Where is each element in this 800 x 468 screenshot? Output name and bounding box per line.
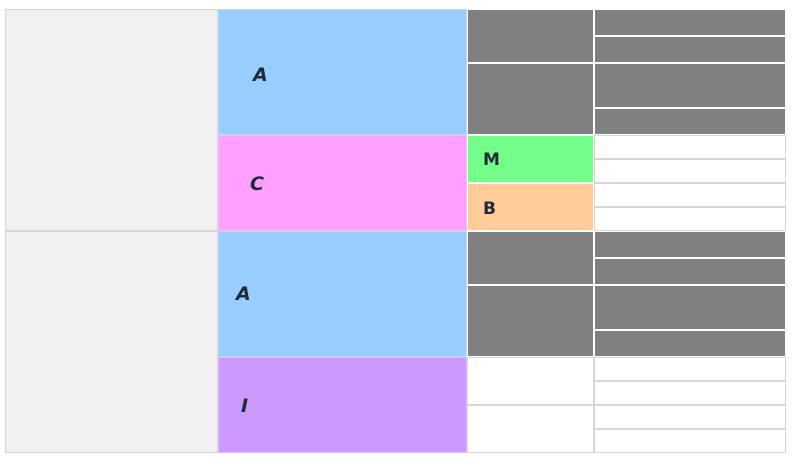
dark-row-3 (594, 63, 786, 108)
white-row-2 (594, 159, 786, 183)
dark-row-1 (594, 9, 786, 36)
block-b-label: B (483, 199, 496, 219)
block-m: M (467, 135, 594, 183)
block-m-label: M (483, 150, 500, 170)
white-row-6 (594, 381, 786, 405)
block-i: I (218, 357, 467, 453)
white-cell-1 (467, 357, 594, 405)
left-block-top (5, 9, 218, 231)
white-cell-2 (467, 405, 594, 453)
white-row-3 (594, 183, 786, 207)
white-row-7 (594, 405, 786, 429)
block-i-label: I (241, 395, 249, 417)
dark-row-4 (594, 108, 786, 135)
dark-cell-2 (467, 63, 594, 135)
block-a-bottom: A (218, 231, 467, 357)
block-a-bottom-label: A (236, 283, 251, 305)
dark-cell-3 (467, 231, 594, 285)
block-b: B (467, 183, 594, 231)
dark-row-2 (594, 36, 786, 63)
block-a-top: A (218, 9, 467, 135)
dark-row-7 (594, 285, 786, 330)
dark-row-6 (594, 258, 786, 285)
dark-row-8 (594, 330, 786, 357)
dark-cell-1 (467, 9, 594, 63)
left-block-bottom (5, 231, 218, 453)
white-row-5 (594, 357, 786, 381)
block-c: C (218, 135, 467, 231)
block-c-label: C (250, 173, 264, 195)
dark-cell-4 (467, 285, 594, 357)
dark-row-5 (594, 231, 786, 258)
block-a-top-label: A (253, 64, 268, 86)
white-row-4 (594, 207, 786, 231)
white-row-8 (594, 429, 786, 453)
white-row-1 (594, 135, 786, 159)
